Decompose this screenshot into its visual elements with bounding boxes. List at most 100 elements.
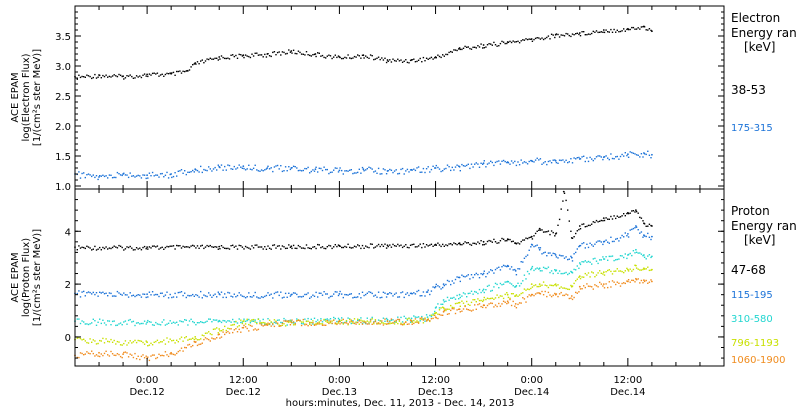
- data-point: [377, 291, 380, 293]
- data-point: [158, 342, 160, 344]
- data-point: [631, 228, 633, 231]
- data-point: [251, 53, 253, 55]
- data-point: [541, 253, 543, 255]
- data-point: [92, 339, 94, 341]
- data-point: [408, 323, 410, 325]
- data-point: [333, 246, 335, 248]
- data-point: [140, 76, 143, 79]
- data-point: [135, 294, 138, 297]
- data-point: [454, 278, 457, 281]
- data-point: [642, 268, 644, 271]
- data-point: [268, 55, 271, 57]
- data-point-anchor: [426, 318, 429, 321]
- legend-item-1060-1900: 1060-1900: [731, 355, 786, 366]
- data-point: [326, 319, 328, 322]
- data-point: [347, 54, 349, 56]
- data-point: [193, 63, 195, 65]
- data-point: [225, 247, 227, 250]
- data-point: [565, 287, 567, 290]
- data-point: [365, 245, 367, 247]
- data-point-anchor: [506, 161, 509, 163]
- data-point: [288, 292, 290, 294]
- data-point: [232, 331, 234, 334]
- data-point: [200, 60, 202, 62]
- data-point: [482, 306, 484, 309]
- data-point: [102, 337, 104, 340]
- data-point: [632, 250, 635, 252]
- data-point: [477, 303, 479, 306]
- data-point: [312, 322, 314, 324]
- data-point-anchor: [482, 272, 485, 275]
- data-point: [509, 163, 511, 165]
- data-point: [522, 162, 524, 164]
- data-point: [169, 320, 171, 322]
- data-point: [421, 318, 423, 321]
- data-point: [166, 245, 168, 248]
- data-point: [390, 319, 393, 321]
- data-point: [131, 354, 133, 356]
- data-point: [517, 161, 519, 163]
- data-point: [139, 294, 141, 296]
- data-point: [635, 267, 638, 269]
- data-point: [353, 296, 356, 298]
- data-point: [241, 322, 244, 325]
- data-point: [600, 241, 602, 243]
- data-point: [121, 174, 123, 177]
- data-point: [304, 318, 306, 320]
- data-point: [84, 176, 86, 179]
- data-point: [99, 246, 101, 249]
- data-point: [357, 244, 359, 246]
- data-point: [158, 323, 160, 326]
- data-point: [450, 243, 452, 245]
- data-point: [466, 296, 468, 298]
- data-point: [491, 44, 493, 46]
- data-point: [107, 340, 109, 343]
- data-point: [116, 353, 119, 355]
- data-point: [203, 335, 205, 337]
- data-point: [525, 161, 527, 164]
- data-point: [333, 293, 335, 295]
- data-point: [563, 161, 566, 163]
- data-point: [320, 318, 322, 320]
- data-point: [607, 259, 609, 261]
- data-point: [236, 57, 239, 59]
- data-point: [151, 72, 154, 75]
- data-point: [568, 161, 570, 163]
- data-point: [451, 166, 453, 169]
- data-point: [166, 72, 168, 75]
- data-point: [153, 245, 155, 247]
- data-point: [212, 328, 215, 330]
- data-point: [517, 242, 519, 244]
- data-point: [571, 260, 574, 262]
- data-point: [591, 263, 593, 265]
- data-point: [578, 33, 580, 36]
- data-point: [336, 167, 338, 169]
- data-point: [472, 299, 474, 301]
- data-point: [180, 320, 183, 323]
- data-point: [190, 66, 192, 68]
- data-point: [99, 339, 101, 342]
- data-point: [360, 321, 362, 324]
- data-point: [288, 320, 290, 322]
- data-point: [642, 236, 644, 238]
- data-point: [116, 340, 119, 343]
- data-point: [650, 157, 652, 159]
- data-point: [405, 170, 407, 172]
- data-point: [135, 341, 138, 344]
- data-point: [595, 219, 598, 222]
- data-point: [84, 323, 86, 325]
- data-point: [214, 57, 216, 59]
- data-point: [83, 246, 85, 249]
- data-point-anchor: [426, 291, 429, 293]
- data-point: [317, 171, 319, 173]
- data-point: [163, 355, 165, 357]
- data-point: [286, 324, 288, 326]
- data-point: [591, 158, 593, 160]
- data-point: [286, 170, 288, 172]
- data-point: [560, 208, 562, 210]
- data-point: [493, 298, 495, 300]
- data-point: [100, 77, 102, 79]
- data-point: [243, 248, 245, 250]
- data-point: [113, 74, 115, 76]
- x-tick-date: Dec.14: [514, 387, 549, 398]
